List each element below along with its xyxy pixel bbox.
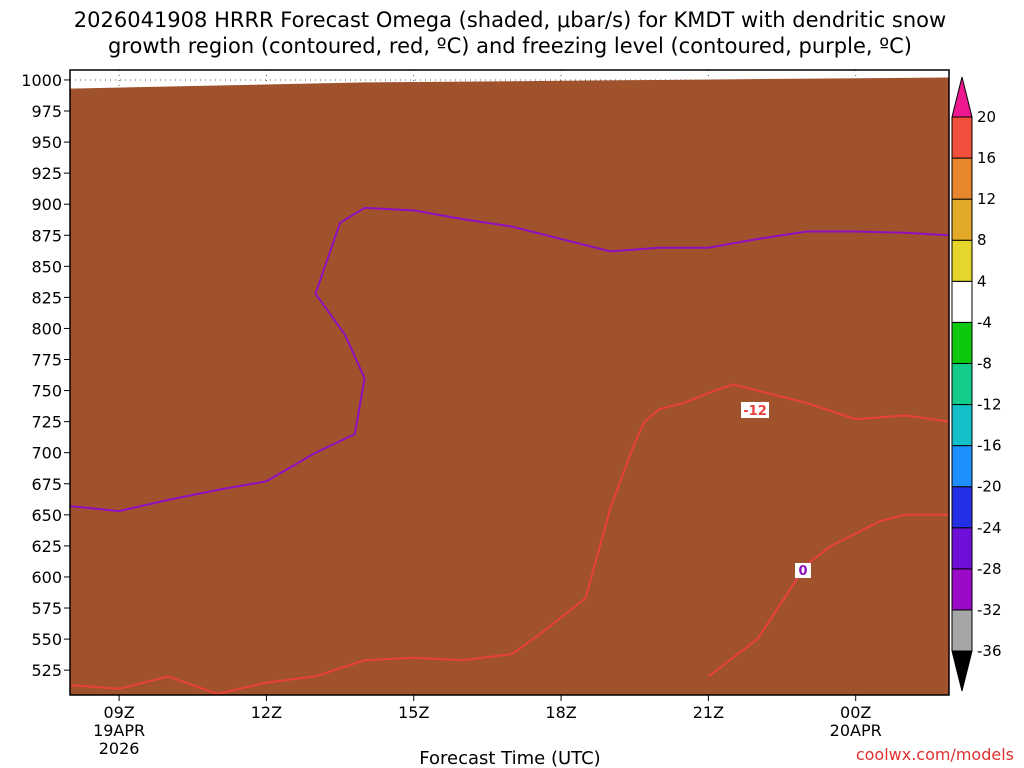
freezing-contour-label: 0 — [798, 564, 807, 579]
y-axis: 525 550 575 600 625 650 675 700 725 750 775 800 825 8… — [21, 71, 70, 680]
y-tick-label: 850 — [31, 257, 62, 276]
colorbar-swatch — [951, 445, 973, 488]
chart-title-line-2: growth region (contoured, red, ºC) and f… — [108, 34, 912, 58]
colorbar-label: 12 — [977, 190, 996, 208]
y-tick-label: 725 — [31, 413, 62, 432]
y-tick-label: 925 — [31, 164, 62, 183]
x-tick-label: 00Z — [840, 703, 871, 722]
colorbar-label: -20 — [977, 478, 1002, 496]
x-tick-label: 15Z — [398, 703, 429, 722]
colorbar-swatch — [951, 404, 973, 447]
y-tick-label: 675 — [31, 475, 62, 494]
chart-title-line-1: 2026041908 HRRR Forecast Omega (shaded, … — [74, 8, 946, 32]
colorbar-swatch — [951, 486, 973, 529]
colorbar-swatch — [951, 527, 973, 570]
colorbar-label: -16 — [977, 437, 1002, 455]
colorbar-label: -12 — [977, 396, 1002, 414]
y-tick-label: 625 — [31, 537, 62, 556]
y-tick-label: 600 — [31, 568, 62, 587]
credit-text: coolwx.com/models — [856, 745, 1014, 764]
y-tick-label: 550 — [31, 630, 62, 649]
x-tick-year: 2026 — [99, 739, 140, 758]
colorbar-label: 4 — [977, 272, 987, 290]
colorbar-swatch — [951, 280, 973, 323]
x-tick-label: 09Z — [103, 703, 134, 722]
colorbar-swatch — [951, 362, 973, 406]
freezing-level-contour — [70, 206, 949, 513]
y-tick-label: 900 — [31, 195, 62, 214]
colorbar-label: -32 — [977, 601, 1002, 619]
y-tick-label: 525 — [31, 661, 62, 680]
colorbar-label: 20 — [977, 108, 996, 126]
colorbar-label: -24 — [977, 519, 1002, 537]
x-tick-date: 20APR — [830, 721, 882, 740]
colorbar-min-arrow — [951, 650, 973, 692]
colorbar-label: -8 — [977, 354, 992, 372]
y-tick-label: 750 — [31, 382, 62, 401]
colorbar-swatch — [951, 198, 973, 241]
plot-frame — [69, 69, 950, 696]
colorbar-swatch — [951, 157, 973, 200]
colorbar-swatch — [951, 321, 973, 364]
y-tick-label: 1000 — [21, 71, 62, 90]
terrain-shading — [70, 77, 949, 695]
dgz-contour-label: -12 — [743, 404, 767, 419]
y-tick-label: 700 — [31, 444, 62, 463]
x-tick-date: 19APR — [93, 721, 145, 740]
colorbar-swatch — [951, 239, 973, 282]
x-axis-label: Forecast Time (UTC) — [419, 748, 600, 768]
dendritic-growth-top-contour — [70, 383, 949, 695]
colorbar-max-arrow — [951, 76, 973, 118]
dendritic-growth-bottom-contour — [707, 513, 949, 678]
colorbar-label: 16 — [977, 149, 996, 167]
colorbar-label: 8 — [977, 231, 987, 249]
x-tick-label: 21Z — [693, 703, 724, 722]
colorbar-label: -36 — [977, 642, 1002, 660]
y-tick-label: 875 — [31, 226, 62, 245]
y-tick-label: 575 — [31, 599, 62, 618]
colorbar-swatch — [951, 116, 973, 159]
x-tick-label: 18Z — [545, 703, 576, 722]
colorbar-label: -4 — [977, 313, 992, 331]
colorbar-swatch — [951, 568, 973, 611]
colorbar-swatch — [951, 609, 973, 652]
y-tick-label: 825 — [31, 288, 62, 307]
y-tick-label: 950 — [31, 133, 62, 152]
y-tick-label: 800 — [31, 319, 62, 338]
y-tick-label: 775 — [31, 351, 62, 370]
y-tick-label: 975 — [31, 102, 62, 121]
colorbar: -36 -32 -28 -24 -20 -16 -12 -8 -4 4 8 12 16 20 — [951, 76, 1002, 692]
x-tick-label: 12Z — [251, 703, 282, 722]
colorbar-label: -28 — [977, 560, 1002, 578]
y-tick-label: 650 — [31, 506, 62, 525]
